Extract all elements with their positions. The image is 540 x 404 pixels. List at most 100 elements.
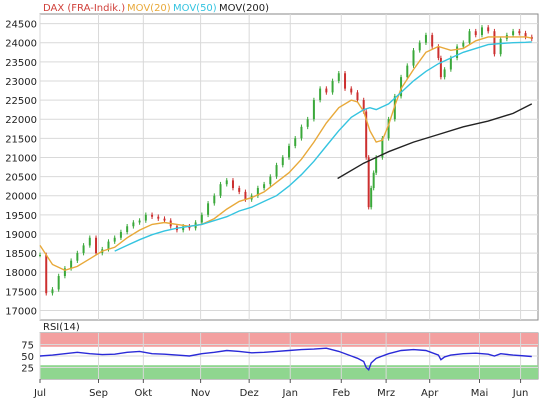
candle-body	[244, 191, 247, 200]
candle-body	[207, 203, 210, 215]
price-y-tick-label: 24000	[5, 39, 37, 50]
candle-body	[480, 27, 483, 36]
price-y-tick-label: 20500	[5, 173, 37, 184]
price-y-tick-label: 21500	[5, 134, 37, 145]
candle-body	[356, 92, 359, 101]
x-tick-label: Jun	[512, 388, 529, 399]
candle-body	[418, 42, 421, 51]
candle-body	[294, 138, 297, 146]
candle-body	[119, 232, 122, 238]
mov200-line	[337, 103, 533, 180]
candle-body	[231, 180, 234, 189]
candle-body	[449, 57, 452, 70]
candle-body	[493, 31, 496, 55]
candle-body	[51, 289, 54, 294]
price-y-tick-label: 21000	[5, 153, 37, 164]
candle-body	[487, 27, 490, 32]
candle-body	[88, 237, 91, 246]
candle-body	[439, 57, 442, 78]
candle-body	[269, 176, 272, 185]
rsi-line	[39, 347, 532, 372]
candle-body	[219, 184, 222, 196]
price-legend: DAX (FRA-Indik.) MOV(20) MOV(50) MOV(200…	[43, 3, 269, 14]
candle-body	[306, 119, 309, 127]
price-panel: 17000 17500 18000 18500 19000 19500 20000 20500…	[5, 3, 539, 321]
candle-body	[365, 111, 368, 158]
candle-body	[70, 260, 73, 269]
rsi-oversold-zone	[40, 365, 538, 379]
price-y-tick-label: 19000	[5, 230, 37, 241]
mov50-line	[114, 41, 532, 252]
candle-body	[424, 35, 427, 43]
rsi-y-tick-label: 25	[21, 364, 34, 375]
price-y-tick-label: 23500	[5, 58, 37, 69]
candle-body	[319, 88, 322, 101]
x-tick-label: Okt	[135, 388, 153, 399]
candle-body	[325, 88, 328, 93]
legend-dax: DAX (FRA-Indik.)	[43, 3, 125, 14]
price-y-tick-label: 22000	[5, 115, 37, 126]
candle-body	[200, 214, 203, 223]
candle-body	[375, 157, 378, 173]
candle-body	[288, 145, 290, 158]
candle-body	[138, 220, 141, 223]
candle-body	[300, 126, 303, 139]
candle-body	[431, 35, 434, 47]
candle-body	[144, 214, 147, 221]
x-tick-label: Jan	[282, 388, 298, 399]
candle-body	[400, 77, 403, 97]
candle-body	[344, 73, 347, 89]
candle-body	[381, 138, 384, 158]
mov20-line	[39, 36, 532, 272]
candle-body	[151, 214, 154, 217]
candle-body	[474, 31, 477, 36]
candle-body	[337, 73, 340, 81]
candle-body	[163, 218, 166, 221]
candle-body	[468, 31, 471, 43]
candlestick-series	[39, 25, 533, 296]
candle-body	[238, 188, 241, 192]
candle-body	[518, 31, 521, 34]
candle-body	[57, 276, 60, 290]
candle-body	[182, 226, 185, 231]
legend-mov50: MOV(50)	[173, 3, 217, 14]
price-y-tick-label: 17500	[5, 287, 37, 298]
rsi-legend: RSI(14)	[43, 322, 80, 333]
candle-body	[462, 42, 465, 47]
candle-body	[225, 180, 228, 185]
x-tick-label: Sep	[89, 388, 108, 399]
legend-mov20: MOV(20)	[127, 3, 171, 14]
candle-body	[95, 237, 98, 254]
candle-body	[76, 253, 79, 261]
candle-body	[387, 119, 390, 139]
x-axis: Jul Sep Okt Nov Dez Jan Feb Mrz Apr Mai Jun	[33, 379, 528, 399]
candle-body	[213, 195, 216, 204]
candle-body	[370, 188, 373, 208]
candle-body	[367, 157, 370, 208]
candle-body	[499, 38, 502, 55]
x-tick-label: Mrz	[377, 388, 395, 399]
candle-body	[82, 245, 85, 254]
candle-body	[39, 254, 41, 256]
candle-body	[331, 80, 334, 93]
rsi-y-tick-label: 75	[21, 341, 34, 352]
x-tick-label: Jul	[33, 388, 46, 399]
candle-body	[263, 184, 266, 189]
candle-body	[443, 69, 446, 78]
rsi-grid	[39, 333, 538, 379]
candle-body	[406, 65, 409, 78]
candle-body	[524, 33, 527, 37]
candle-body	[63, 268, 66, 277]
price-y-tick-label: 20000	[5, 192, 37, 203]
price-y-tick-label: 23000	[5, 77, 37, 88]
candle-body	[126, 226, 129, 233]
price-y-tick-label: 22500	[5, 96, 37, 107]
candle-body	[157, 216, 160, 219]
x-tick-label: Apr	[421, 388, 439, 399]
candle-body	[107, 241, 110, 250]
candle-body	[456, 46, 459, 58]
x-tick-label: Mai	[471, 388, 489, 399]
